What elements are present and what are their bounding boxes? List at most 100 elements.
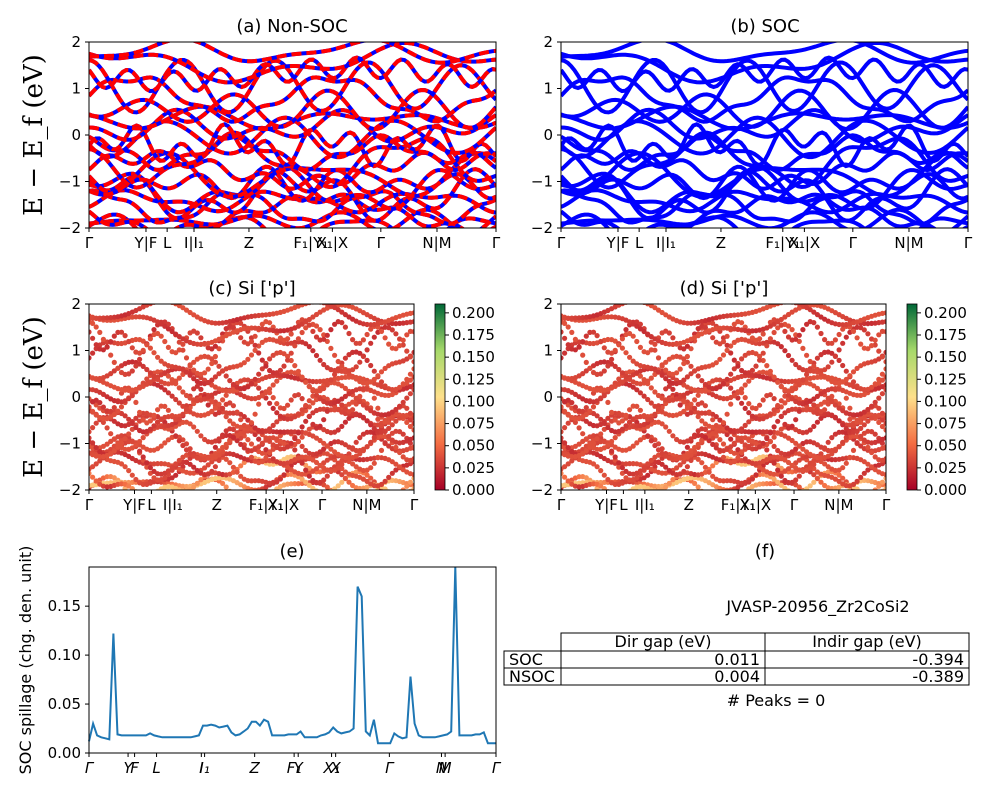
scatter-point — [840, 422, 846, 428]
scatter-point — [702, 469, 709, 475]
scatter-point — [97, 329, 103, 335]
scatter-point — [353, 447, 359, 454]
scatter-point — [288, 350, 294, 356]
scatter-point — [389, 409, 395, 415]
panel-d-title: (d) Si ['p'] — [680, 278, 769, 299]
scatter-point — [100, 419, 106, 425]
scatter-point — [811, 500, 816, 505]
scatter-point — [368, 439, 374, 445]
scatter-point — [724, 342, 730, 348]
scatter-point — [407, 354, 413, 360]
non-soc-band-line — [89, 42, 496, 65]
scatter-point — [191, 376, 197, 382]
scatter-point — [666, 467, 672, 474]
x-tick-label: F₁|Y₁ — [765, 234, 800, 252]
scatter-point — [616, 460, 622, 466]
scatter-point — [378, 481, 385, 487]
scatter-point — [746, 419, 752, 425]
scatter-point — [648, 375, 654, 381]
scatter-point — [299, 476, 305, 482]
scatter-point — [583, 333, 589, 339]
scatter-point — [663, 484, 669, 490]
soc-band-line — [561, 55, 968, 94]
scatter-point — [699, 400, 705, 406]
scatter-point — [397, 403, 403, 409]
scatter-point — [757, 402, 763, 408]
scatter-point — [364, 418, 370, 424]
scatter-point — [194, 467, 200, 474]
scatter-point — [865, 346, 871, 352]
scatter-point — [775, 418, 781, 424]
scatter-point — [681, 346, 687, 352]
scatter-point — [612, 481, 618, 487]
scatter-point — [238, 502, 243, 507]
scatter-point — [836, 357, 842, 363]
scatter-point — [357, 350, 363, 356]
scatter-point — [382, 486, 388, 490]
scatter-point — [220, 397, 226, 403]
scatter-point — [281, 472, 287, 478]
scatter-point — [248, 441, 255, 447]
scatter-point — [648, 487, 654, 490]
scatter-point — [843, 334, 849, 340]
scatter-points — [89, 304, 414, 507]
scatter-point — [227, 378, 233, 384]
scatter-point — [393, 492, 398, 497]
scatter-point — [778, 413, 784, 419]
scatter-point — [580, 339, 586, 345]
scatter-point — [605, 363, 611, 369]
scatter-point — [681, 377, 687, 383]
scatter-point — [90, 464, 96, 470]
y-tick-label: 1 — [543, 80, 553, 98]
scatter-point — [695, 441, 701, 447]
scatter-point — [562, 335, 568, 341]
scatter-point — [263, 363, 269, 369]
scatter-point — [883, 435, 886, 441]
scatter-point — [313, 392, 320, 398]
scatter-point — [386, 425, 392, 431]
scatter-point — [811, 461, 817, 467]
scatter-point — [404, 419, 410, 425]
scatter-point — [746, 378, 752, 384]
scatter-point — [263, 428, 269, 434]
scatter-point — [714, 505, 719, 510]
scatter-point — [811, 472, 817, 478]
scatter-point — [684, 353, 691, 360]
scatter-point — [295, 438, 301, 444]
scatter-point — [378, 379, 385, 385]
scatter-point — [861, 470, 867, 476]
scatter-point — [223, 414, 229, 420]
scatter-point — [346, 330, 352, 337]
scatter-point — [133, 424, 139, 431]
scatter-point — [655, 355, 662, 361]
y-tick-label: 0 — [543, 126, 553, 144]
scatter-point — [299, 460, 305, 466]
scatter-point — [623, 350, 629, 356]
x-tick-label: L — [635, 234, 644, 252]
scatter-point — [731, 357, 737, 363]
scatter-point — [775, 341, 781, 347]
scatter-point — [645, 472, 651, 478]
scatter-point — [565, 324, 571, 330]
scatter-point — [598, 396, 604, 402]
scatter-point — [562, 408, 568, 414]
scatter-point — [180, 389, 186, 395]
scatter-point — [775, 479, 781, 485]
scatter-point — [259, 366, 265, 372]
scatter-point — [332, 486, 338, 490]
scatter-point — [281, 363, 287, 369]
y-tick-label: −1 — [59, 435, 81, 453]
scatter-point — [590, 390, 597, 396]
scatter-point — [641, 413, 647, 419]
scatter-point — [386, 474, 392, 480]
scatter-point — [270, 382, 276, 388]
scatter-point — [295, 336, 301, 342]
scatter-point — [858, 341, 864, 347]
scatter-point — [840, 362, 846, 369]
scatter-point — [230, 381, 236, 388]
scatter-point — [876, 395, 882, 401]
scatter-point — [876, 491, 881, 496]
scatter-point — [227, 418, 233, 424]
scatter-point — [692, 405, 698, 411]
scatter-point — [775, 402, 781, 409]
